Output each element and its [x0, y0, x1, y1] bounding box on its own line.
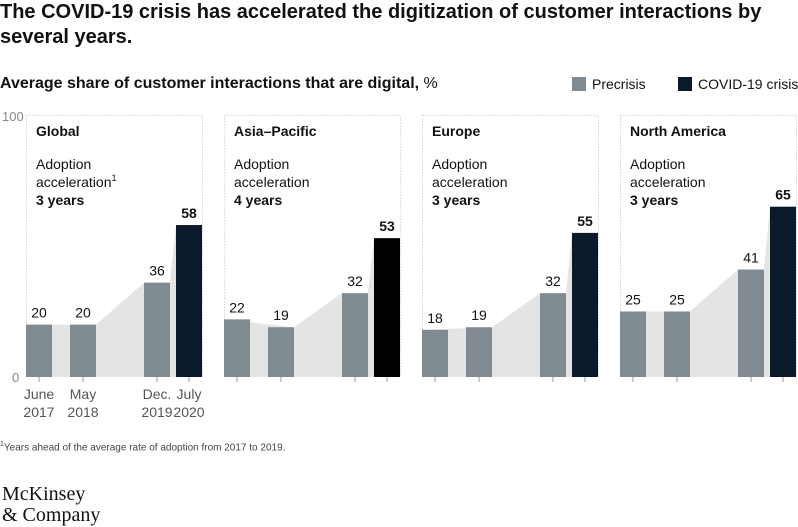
legend-label-crisis: COVID-19 crisis [698, 76, 798, 92]
chart-subtitle: Average share of customer interactions t… [0, 74, 438, 94]
bar-covid-crisis [770, 206, 796, 377]
adoption-label: Adoption [36, 156, 91, 172]
chart-title: The COVID-19 crisis has accelerated the … [0, 1, 762, 48]
bar-precrisis [26, 324, 52, 377]
panel-region-label: North America [630, 123, 726, 139]
footnote-marker: 1 [112, 173, 117, 183]
x-tick-label-line2: 2017 [23, 404, 54, 420]
logo-line-2: & Company [2, 504, 101, 526]
acceleration-label: acceleration1 [36, 173, 117, 190]
data-label: 41 [743, 250, 759, 266]
data-label: 25 [669, 292, 685, 308]
bar-precrisis [268, 327, 294, 377]
data-label: 20 [31, 305, 47, 321]
data-label: 18 [427, 310, 443, 326]
data-label: 55 [577, 213, 593, 229]
acceleration-label: acceleration [234, 174, 310, 190]
bar-precrisis [540, 293, 566, 377]
trend-area [224, 238, 374, 377]
data-label: 19 [471, 307, 487, 323]
adoption-label: Adoption [234, 156, 289, 172]
data-label: 32 [347, 273, 363, 289]
legend-label-precrisis: Precrisis [592, 76, 646, 92]
acceleration-label: acceleration [630, 174, 706, 190]
bar-precrisis [342, 293, 368, 377]
acceleration-years: 3 years [36, 192, 84, 208]
data-label: 25 [625, 292, 641, 308]
bar-precrisis [738, 269, 764, 377]
bar-covid-crisis [176, 225, 202, 377]
bar-covid-crisis [572, 232, 598, 377]
legend: Precrisis COVID-19 crisis [572, 76, 798, 92]
footnote-mark: 1 [0, 441, 4, 448]
bar-precrisis [70, 324, 96, 377]
bar-precrisis [422, 329, 448, 377]
bar-precrisis [144, 282, 170, 377]
bar-precrisis [664, 311, 690, 377]
x-tick-label-line2: 2018 [67, 404, 98, 420]
bar-covid-crisis [374, 238, 400, 377]
footnote-text: Years ahead of the average rate of adopt… [3, 442, 286, 454]
acceleration-years: 3 years [432, 192, 480, 208]
x-tick-label-line2: 2020 [173, 404, 204, 420]
panel-region-label: Asia–Pacific [234, 123, 317, 139]
legend-swatch-crisis [678, 77, 692, 91]
trend-area [620, 206, 770, 377]
x-tick-label-line2: 2019 [141, 404, 172, 420]
trend-area [26, 225, 176, 377]
panel-region-label: Europe [432, 123, 480, 139]
data-label: 32 [545, 273, 561, 289]
panel-region-label: Global [36, 123, 80, 139]
y-tick-label-100: 100 [2, 109, 24, 124]
legend-swatch-precrisis [572, 77, 586, 91]
acceleration-years: 3 years [630, 192, 678, 208]
footnote: 1Years ahead of the average rate of adop… [0, 441, 285, 453]
logo-line-1: McKinsey [2, 483, 86, 505]
data-label: 65 [775, 187, 791, 203]
x-tick-label-line1: Dec. [143, 386, 172, 402]
data-label: 22 [229, 299, 245, 315]
adoption-label: Adoption [432, 156, 487, 172]
acceleration-years: 4 years [234, 192, 282, 208]
data-label: 19 [273, 307, 289, 323]
subtitle-text: Average share of customer interactions t… [0, 75, 420, 92]
x-tick-label-line1: June [24, 386, 55, 402]
bar-precrisis [224, 319, 250, 377]
y-tick-label-0: 0 [12, 370, 19, 385]
subtitle-unit: % [419, 75, 438, 92]
trend-area [422, 232, 572, 377]
data-label: 20 [75, 305, 91, 321]
acceleration-label: acceleration [432, 174, 508, 190]
x-tick-label-line1: July [177, 386, 202, 402]
data-label: 53 [379, 218, 395, 234]
adoption-label: Adoption [630, 156, 685, 172]
x-tick-label-line1: May [70, 386, 96, 402]
data-label: 58 [181, 205, 197, 221]
data-label: 36 [149, 263, 165, 279]
bar-precrisis [466, 327, 492, 377]
mckinsey-logo: McKinsey & Company [2, 484, 100, 526]
bar-precrisis [620, 311, 646, 377]
